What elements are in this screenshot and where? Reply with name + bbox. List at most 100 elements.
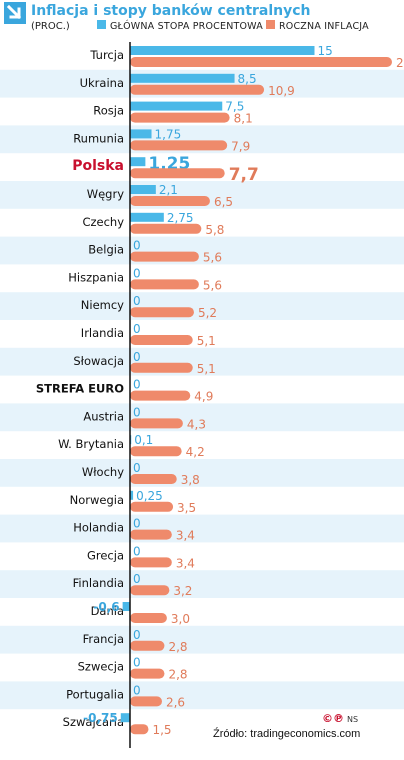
inflation-value-label: 4,3	[187, 417, 206, 431]
table-row: Niemcy 0 5,2	[81, 294, 217, 320]
table-row: Grecja 0 3,4	[87, 544, 195, 570]
table-row: Irlandia 0 5,1	[81, 322, 216, 348]
table-row: Ukraina 8,5 10,9	[80, 72, 295, 98]
rate-value-label: -0,75	[83, 711, 118, 725]
category-label: STREFA EURO	[36, 382, 124, 396]
inflation-bar	[130, 307, 194, 318]
table-row: Czechy 2,75 5,8	[82, 211, 224, 237]
category-label: Rosja	[93, 104, 124, 118]
inflation-bar	[130, 585, 170, 596]
source-label: Źródło: tradingeconomics.com	[213, 727, 360, 740]
inflation-bar	[130, 724, 149, 735]
inflation-value-label: 5,1	[197, 362, 216, 376]
inflation-value-label: 8,1	[234, 112, 253, 126]
category-label: Irlandia	[81, 326, 124, 340]
rate-value-label: 0	[133, 572, 141, 586]
rate-bar	[130, 185, 156, 194]
table-row: Austria 0 4,3	[83, 405, 206, 431]
inflation-bar	[130, 251, 199, 262]
rate-value-label: 2,75	[167, 211, 194, 225]
row-stripe	[0, 625, 404, 654]
inflation-value-label: 4,9	[194, 390, 213, 404]
inflation-value-label: 4,2	[186, 445, 205, 459]
row-stripe	[0, 347, 404, 376]
rate-value-label: 0	[133, 517, 141, 531]
inflation-value-label: 5,1	[197, 334, 216, 348]
inflation-value-label: 2,8	[168, 668, 187, 682]
inflation-value-label: 2,8	[168, 640, 187, 654]
inflation-bar	[130, 112, 230, 123]
inflation-bar	[130, 418, 183, 429]
category-label: Czechy	[82, 215, 124, 229]
table-row: Holandia 0 3,4	[73, 517, 195, 543]
inflation-value-label: 5,2	[198, 306, 217, 320]
category-label: Belgia	[88, 243, 124, 257]
table-row: Dania-0,6 3,0	[91, 600, 190, 626]
category-label: Portugalia	[66, 687, 124, 701]
rate-bar	[130, 212, 164, 222]
row-stripes	[0, 69, 404, 710]
table-row: Słowacja 0 5,1	[73, 350, 215, 376]
category-label: Grecja	[87, 548, 124, 562]
footer: ©℗ NS Źródło: tradingeconomics.com	[213, 712, 360, 740]
rate-bar	[130, 157, 146, 167]
inflation-bar	[130, 696, 162, 707]
rate-value-label: 0	[133, 239, 141, 253]
rate-bar	[130, 490, 134, 500]
inflation-bar	[130, 446, 182, 457]
table-row: Turcja 15 21,3	[89, 44, 404, 70]
category-label: Turcja	[89, 48, 124, 62]
category-label: Szwecja	[78, 660, 124, 674]
inflation-bar	[130, 196, 210, 206]
inflation-value-label: 3,2	[173, 584, 192, 598]
arrow-icon	[4, 2, 26, 24]
table-row: Francja 0 2,8	[83, 628, 188, 654]
inflation-bar	[130, 57, 392, 67]
row-stripe	[0, 236, 404, 265]
table-row: STREFA EURO 0 4,9	[36, 378, 213, 404]
inflation-value-label: 5,8	[205, 223, 224, 237]
rate-value-label: 2,1	[159, 183, 178, 197]
category-label: Hiszpania	[68, 270, 124, 284]
inflation-bar	[130, 223, 202, 234]
rate-value-label: 0,25	[136, 489, 163, 503]
chart-rows: Turcja1521,3Ukraina8,510,9Rosja7,58,1Rum…	[36, 44, 404, 737]
rate-bar	[130, 129, 152, 139]
rate-value-label: 0	[133, 266, 141, 280]
rate-value-label: 8,5	[238, 72, 257, 86]
inflation-bar	[130, 84, 265, 95]
inflation-value-label: 10,9	[268, 84, 295, 98]
table-row: Polska 1,257,7	[72, 154, 259, 185]
row-stripe	[0, 403, 404, 432]
copyright-mark: ©℗	[322, 712, 344, 725]
category-label: Ukraina	[80, 76, 124, 90]
legend-rate-swatch	[97, 20, 106, 29]
inflation-value-label: 3,8	[181, 473, 200, 487]
category-label: Niemcy	[81, 298, 124, 312]
inflation-value-label: 3,4	[176, 556, 195, 570]
agency-label: NS	[347, 715, 358, 724]
inflation-bar	[130, 168, 225, 179]
inflation-value-label: 7,9	[231, 139, 250, 153]
chart-title: Inflacja i stopy banków centralnych	[31, 3, 311, 19]
rate-value-label: 1,75	[155, 127, 182, 141]
rate-value-label: 0	[133, 405, 141, 419]
category-label: Holandia	[73, 521, 124, 535]
table-row: Włochy 0 3,8	[82, 461, 200, 487]
category-label: Słowacja	[73, 354, 124, 368]
rate-bar	[130, 73, 235, 83]
rate-value-label: 7,5	[225, 100, 244, 114]
rate-value-label: 0	[133, 656, 141, 670]
rate-value-label: 0,1	[134, 433, 153, 447]
rate-value-label: 0	[133, 628, 141, 642]
inflation-bar	[130, 390, 191, 401]
row-stripe	[0, 514, 404, 543]
inflation-value-label: 5,6	[203, 278, 222, 292]
inflation-bar	[130, 474, 177, 484]
inflation-value-label: 3,0	[171, 612, 190, 626]
rate-bar	[120, 713, 130, 723]
inflation-value-label: 2,6	[166, 695, 185, 709]
rate-value-label: -0,6	[93, 600, 119, 614]
rate-value-label: 0	[133, 350, 141, 364]
table-row: Norwegia 0,25 3,5	[70, 489, 197, 515]
